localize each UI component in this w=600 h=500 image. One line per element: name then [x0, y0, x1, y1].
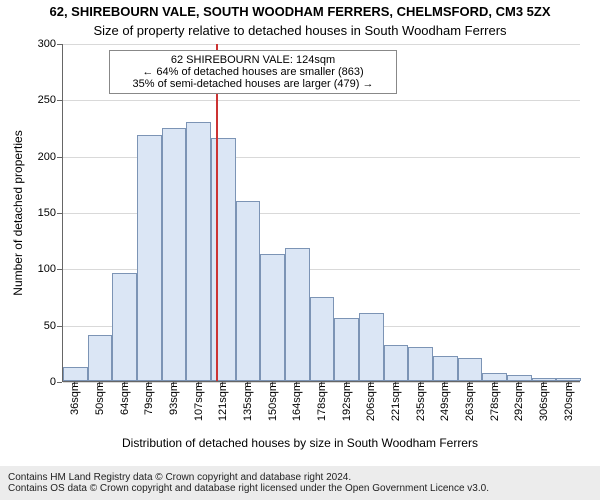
footer-line2: Contains OS data © Crown copyright and d…: [8, 483, 592, 494]
xtick-label: 135sqm: [240, 382, 254, 421]
histogram-bar: [507, 375, 532, 381]
histogram-bar: [408, 347, 433, 381]
page-subtitle: Size of property relative to detached ho…: [0, 19, 600, 38]
annotation-line: 62 SHIREBOURN VALE: 124sqm: [118, 54, 388, 66]
histogram-bar: [285, 248, 310, 381]
ytick-label: 50: [44, 320, 62, 332]
histogram-bar: [260, 254, 285, 381]
histogram-bar: [458, 358, 483, 381]
annotation-box: 62 SHIREBOURN VALE: 124sqm← 64% of detac…: [109, 50, 397, 94]
xtick-label: 263sqm: [462, 382, 476, 421]
footer-line1: Contains HM Land Registry data © Crown c…: [8, 472, 592, 483]
annotation-line: ← 64% of detached houses are smaller (86…: [118, 66, 388, 78]
ytick-label: 100: [38, 263, 62, 275]
histogram-bar: [137, 135, 162, 381]
xtick-label: 192sqm: [339, 382, 353, 421]
ytick-label: 200: [38, 151, 62, 163]
xtick-label: 121sqm: [215, 382, 229, 421]
xtick-label: 235sqm: [413, 382, 427, 421]
xtick-label: 107sqm: [191, 382, 205, 421]
ytick-label: 300: [38, 38, 62, 50]
xtick-label: 164sqm: [289, 382, 303, 421]
histogram-bar: [112, 273, 137, 381]
page-title: 62, SHIREBOURN VALE, SOUTH WOODHAM FERRE…: [0, 0, 600, 19]
histogram-bar: [433, 356, 458, 381]
xtick-label: 150sqm: [265, 382, 279, 421]
x-axis-label: Distribution of detached houses by size …: [122, 436, 478, 450]
xtick-label: 320sqm: [561, 382, 575, 421]
histogram-bar: [162, 128, 187, 382]
histogram-bar: [310, 297, 335, 382]
histogram-bar: [334, 318, 359, 381]
annotation-line: 35% of semi-detached houses are larger (…: [118, 78, 388, 90]
histogram-bar: [186, 122, 211, 381]
histogram-bar: [236, 201, 261, 381]
gridline: [63, 100, 580, 101]
ytick-label: 250: [38, 94, 62, 106]
plot-region: 62 SHIREBOURN VALE: 124sqm← 64% of detac…: [62, 44, 580, 382]
xtick-label: 278sqm: [487, 382, 501, 421]
gridline: [63, 44, 580, 45]
histogram-bar: [63, 367, 88, 381]
chart-container: 62, SHIREBOURN VALE, SOUTH WOODHAM FERRE…: [0, 0, 600, 500]
xtick-label: 292sqm: [511, 382, 525, 421]
xtick-label: 249sqm: [437, 382, 451, 421]
xtick-label: 178sqm: [314, 382, 328, 421]
y-axis-label: Number of detached properties: [11, 130, 25, 295]
chart-area: 62 SHIREBOURN VALE: 124sqm← 64% of detac…: [62, 44, 580, 382]
footer: Contains HM Land Registry data © Crown c…: [0, 466, 600, 500]
xtick-label: 36sqm: [67, 382, 81, 415]
xtick-label: 206sqm: [363, 382, 377, 421]
xtick-label: 79sqm: [141, 382, 155, 415]
histogram-bar: [359, 313, 384, 381]
xtick-label: 50sqm: [92, 382, 106, 415]
histogram-bar: [556, 378, 581, 381]
ytick-label: 150: [38, 207, 62, 219]
xtick-label: 221sqm: [388, 382, 402, 421]
histogram-bar: [88, 335, 113, 381]
subject-marker-line: [216, 44, 218, 381]
histogram-bar: [384, 345, 409, 381]
xtick-label: 64sqm: [117, 382, 131, 415]
xtick-label: 93sqm: [166, 382, 180, 415]
histogram-bar: [482, 373, 507, 381]
histogram-bar: [211, 138, 236, 381]
histogram-bar: [532, 378, 557, 381]
xtick-label: 306sqm: [536, 382, 550, 421]
ytick-label: 0: [50, 376, 62, 388]
